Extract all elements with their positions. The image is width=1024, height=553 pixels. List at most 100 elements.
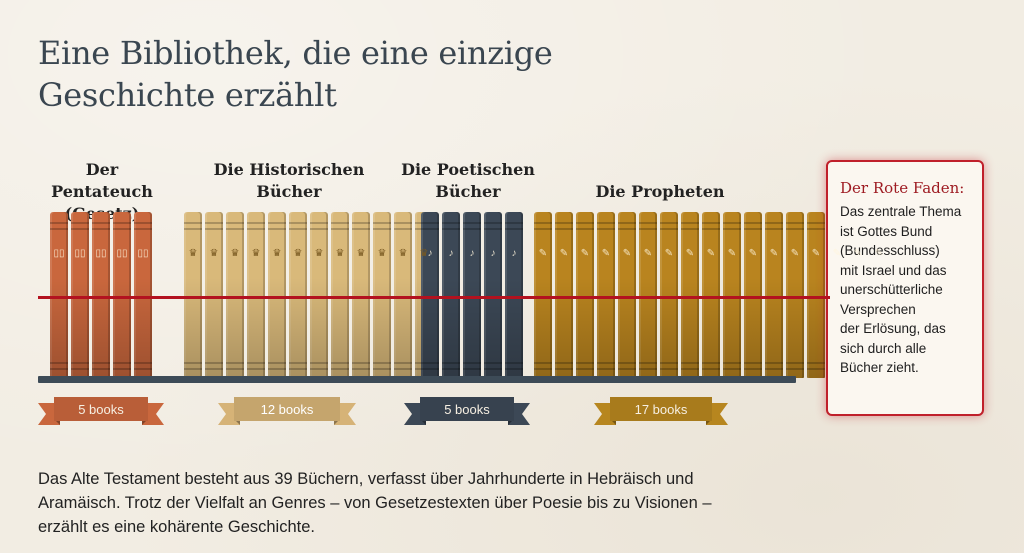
spine-band bbox=[310, 362, 328, 364]
tablets-icon: ▯▯ bbox=[74, 248, 86, 259]
spine-band bbox=[442, 222, 460, 224]
page-title: Eine Bibliothek, die eine einzige Geschi… bbox=[38, 32, 598, 116]
tablets-icon: ▯▯ bbox=[53, 248, 65, 259]
spine-band bbox=[71, 228, 89, 230]
book-spine: ▯▯ bbox=[92, 212, 110, 378]
spine-band bbox=[807, 222, 825, 224]
book-spine: ✎ bbox=[681, 212, 699, 378]
book-spine: ✎ bbox=[576, 212, 594, 378]
spine-band bbox=[247, 228, 265, 230]
spine-band bbox=[247, 368, 265, 370]
spine-band bbox=[352, 362, 370, 364]
spine-band bbox=[702, 368, 720, 370]
red-thread-callout: Der Rote Faden: Das zentrale Thema ist G… bbox=[826, 160, 984, 416]
book-spine: ▯▯ bbox=[71, 212, 89, 378]
spine-band bbox=[134, 222, 152, 224]
spine-band bbox=[505, 222, 523, 224]
spine-band bbox=[352, 368, 370, 370]
spine-band bbox=[184, 362, 202, 364]
spine-band bbox=[289, 222, 307, 224]
crown-icon: ♛ bbox=[419, 248, 429, 259]
spine-band bbox=[555, 362, 573, 364]
spine-band bbox=[618, 368, 636, 370]
ribbon-fold-shadow bbox=[334, 421, 338, 425]
book-spine: ✎ bbox=[660, 212, 678, 378]
spine-band bbox=[681, 362, 699, 364]
spine-band bbox=[576, 222, 594, 224]
spine-band bbox=[744, 228, 762, 230]
book-spine: ▯▯ bbox=[134, 212, 152, 378]
callout-line: Das zentrale Thema bbox=[840, 204, 962, 219]
book-spine: ♛ bbox=[310, 212, 328, 378]
spine-band bbox=[113, 222, 131, 224]
crown-icon: ♛ bbox=[251, 248, 261, 259]
spine-band bbox=[394, 368, 412, 370]
group-title-line: Bücher bbox=[256, 182, 322, 201]
ribbon-front-band bbox=[610, 397, 712, 421]
spine-band bbox=[765, 362, 783, 364]
spine-band bbox=[289, 362, 307, 364]
spine-band bbox=[442, 362, 460, 364]
spine-band bbox=[807, 362, 825, 364]
spine-band bbox=[310, 222, 328, 224]
spine-band bbox=[660, 222, 678, 224]
spine-band bbox=[597, 228, 615, 230]
spine-band bbox=[268, 222, 286, 224]
callout-line: der Erlösung, das bbox=[840, 321, 946, 336]
spine-band bbox=[723, 368, 741, 370]
spine-band bbox=[71, 362, 89, 364]
spine-band bbox=[744, 368, 762, 370]
spine-band bbox=[71, 222, 89, 224]
spine-band bbox=[463, 228, 481, 230]
spine-band bbox=[639, 222, 657, 224]
scroll-icon: ✎ bbox=[601, 248, 611, 259]
crown-icon: ♛ bbox=[314, 248, 324, 259]
spine-band bbox=[421, 368, 439, 370]
spine-band bbox=[442, 228, 460, 230]
spine-band bbox=[50, 362, 68, 364]
spine-band bbox=[205, 368, 223, 370]
red-thread-line bbox=[38, 296, 830, 299]
spine-band bbox=[184, 368, 202, 370]
description-line: Aramäisch. Trotz der Vielfalt an Genres … bbox=[38, 494, 712, 512]
spine-band bbox=[394, 222, 412, 224]
spine-band bbox=[310, 228, 328, 230]
spine-band bbox=[463, 222, 481, 224]
spine-band bbox=[660, 368, 678, 370]
spine-band bbox=[352, 228, 370, 230]
book-spine: ✎ bbox=[555, 212, 573, 378]
crown-icon: ♛ bbox=[398, 248, 408, 259]
book-spine: ♪ bbox=[442, 212, 460, 378]
ribbon-fold-shadow bbox=[56, 421, 60, 425]
crown-icon: ♛ bbox=[377, 248, 387, 259]
book-spine: ♛ bbox=[289, 212, 307, 378]
book-group-historical: ♛ ♛ ♛ ♛ ♛ ♛ ♛ ♛ ♛ ♛ ♛ ♛ bbox=[184, 212, 436, 378]
group-title-prophets: Die Propheten bbox=[580, 181, 740, 203]
spine-band bbox=[484, 362, 502, 364]
group-title-line: Der Pentateuch bbox=[51, 160, 153, 201]
spine-band bbox=[681, 368, 699, 370]
spine-band bbox=[786, 222, 804, 224]
spine-band bbox=[310, 368, 328, 370]
harp-icon: ♪ bbox=[427, 248, 433, 259]
spine-band bbox=[134, 228, 152, 230]
book-spine: ▯▯ bbox=[50, 212, 68, 378]
harp-icon: ♪ bbox=[469, 248, 475, 259]
scroll-icon: ✎ bbox=[727, 248, 737, 259]
spine-band bbox=[723, 362, 741, 364]
ribbon-label: 12 books bbox=[260, 402, 314, 417]
ribbon-front-band bbox=[420, 397, 514, 421]
ribbon-front-shade bbox=[54, 397, 148, 421]
group-title-line: Bücher bbox=[435, 182, 501, 201]
group-title-line: Die Historischen bbox=[213, 160, 365, 179]
scroll-icon: ✎ bbox=[790, 248, 800, 259]
spine-band bbox=[50, 228, 68, 230]
scroll-icon: ✎ bbox=[622, 248, 632, 259]
group-title-line: Die Poetischen bbox=[401, 160, 535, 179]
callout-line: sich durch alle bbox=[840, 340, 927, 356]
crown-icon: ♛ bbox=[230, 248, 240, 259]
book-spine: ♛ bbox=[226, 212, 244, 378]
description-line: Das Alte Testament besteht aus 39 Bücher… bbox=[38, 470, 694, 488]
spine-band bbox=[331, 368, 349, 370]
book-spine: ✎ bbox=[639, 212, 657, 378]
